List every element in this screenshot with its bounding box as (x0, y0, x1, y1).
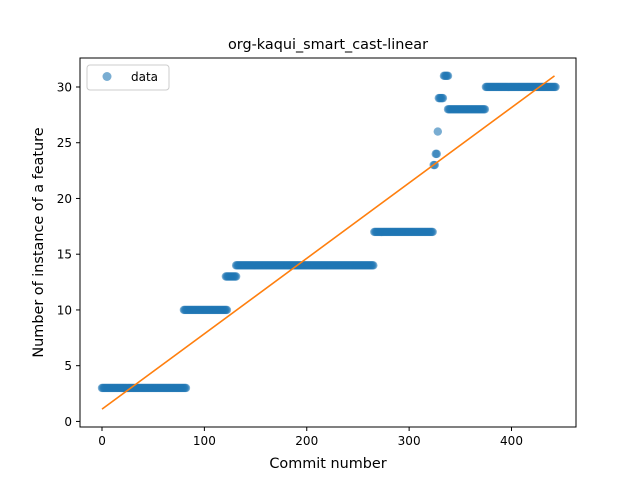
fit-line-group (101, 75, 555, 410)
y-axis-ticks: 0 5 10 15 20 25 30 (57, 80, 80, 429)
y-tick-label: 15 (57, 248, 72, 262)
y-tick-label: 10 (57, 303, 72, 317)
y-tick-label: 5 (64, 359, 72, 373)
data-point (438, 93, 448, 103)
axes-frame (79, 57, 577, 428)
x-tick-label: 100 (193, 434, 216, 448)
x-tick-label: 0 (98, 434, 106, 448)
legend-box (86, 64, 170, 91)
legend-marker (102, 72, 112, 81)
y-tick-label: 0 (64, 415, 72, 429)
data-point (432, 149, 441, 159)
data-point (480, 105, 490, 114)
y-axis-label: Number of instance of a feature (31, 127, 47, 357)
x-axis-ticks: 0 100 200 300 400 (98, 427, 523, 448)
x-tick-label: 400 (500, 434, 523, 448)
legend-label: data (131, 70, 158, 84)
data-point (443, 71, 453, 81)
data-point (433, 127, 442, 136)
y-tick-label: 20 (57, 192, 72, 206)
data-point (231, 272, 241, 281)
data-point (428, 227, 437, 237)
data-point (222, 305, 232, 315)
x-axis-label: Commit number (269, 456, 386, 472)
chart-title: org-kaqui_smart_cast-linear (228, 37, 428, 53)
data-points (97, 71, 560, 393)
x-tick-label: 200 (295, 434, 318, 448)
y-tick-label: 30 (57, 80, 72, 94)
y-tick-label: 25 (57, 136, 72, 150)
data-point (551, 82, 560, 92)
data-point (181, 383, 191, 393)
legend: data (86, 64, 170, 91)
data-point (369, 261, 378, 270)
x-tick-label: 300 (398, 434, 421, 448)
fit-line (101, 75, 555, 410)
